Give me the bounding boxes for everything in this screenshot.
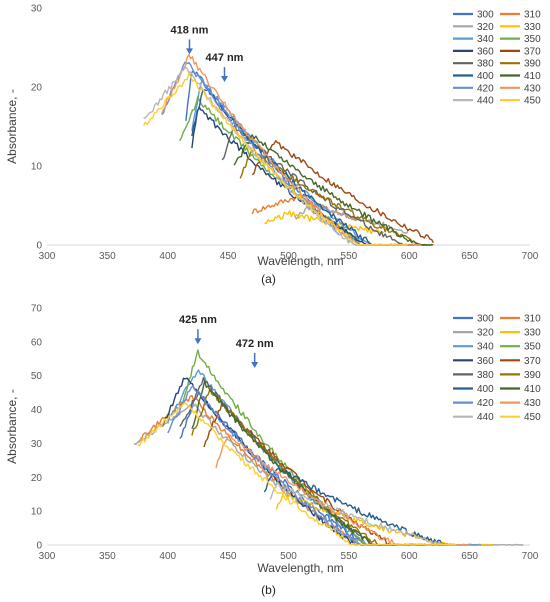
series-line-440-p0 bbox=[143, 66, 409, 246]
x-tick-label-p0: 600 bbox=[401, 251, 418, 262]
legend-label-340-p0: 340 bbox=[477, 34, 494, 45]
annotation-arrowhead-2-p0 bbox=[221, 76, 229, 83]
series-line-370-p0 bbox=[251, 139, 435, 243]
x-tick-label-p1: 700 bbox=[522, 551, 539, 562]
y-tick-label-p1: 10 bbox=[31, 507, 43, 518]
annotation-arrowhead-2-p1 bbox=[251, 361, 259, 368]
legend-label-380-p1: 380 bbox=[477, 370, 494, 381]
y-tick-label-p1: 70 bbox=[31, 304, 43, 315]
x-tick-label-p1: 400 bbox=[159, 551, 176, 562]
x-tick-label-p1: 450 bbox=[220, 551, 237, 562]
legend-label-440-p1: 440 bbox=[477, 412, 494, 423]
series-line-360-p0 bbox=[191, 106, 410, 246]
y-tick-label-p0: 20 bbox=[31, 83, 43, 94]
x-tick-label-p0: 300 bbox=[39, 251, 56, 262]
legend-label-410-p0: 410 bbox=[524, 71, 541, 82]
series-line-400-p1 bbox=[263, 467, 457, 546]
legend-label-430-p0: 430 bbox=[524, 83, 541, 94]
y-tick-label-p1: 30 bbox=[31, 439, 43, 450]
x-tick-label-p1: 300 bbox=[39, 551, 56, 562]
series-line-350-p1 bbox=[179, 349, 445, 546]
legend-label-340-p1: 340 bbox=[477, 342, 494, 353]
legend-label-400-p1: 400 bbox=[477, 384, 494, 395]
legend-label-390-p1: 390 bbox=[524, 370, 541, 381]
x-tick-label-p0: 450 bbox=[220, 251, 237, 262]
x-axis-title-p1: Wavelength, nm bbox=[257, 561, 343, 575]
legend-label-330-p0: 330 bbox=[524, 22, 541, 33]
y-tick-label-p1: 50 bbox=[31, 371, 43, 382]
peak-annotation-2-p0: 447 nm bbox=[206, 52, 244, 64]
legend-label-400-p0: 400 bbox=[477, 71, 494, 82]
legend-label-350-p0: 350 bbox=[524, 34, 541, 45]
y-tick-label-p0: 30 bbox=[31, 4, 43, 15]
legend-label-300-p0: 300 bbox=[477, 10, 494, 21]
annotation-arrowhead-1-p1 bbox=[194, 338, 202, 345]
x-axis-title-p0: Wavelength, nm bbox=[257, 254, 343, 268]
series-line-450-p0 bbox=[142, 72, 409, 246]
series-line-350-p0 bbox=[179, 95, 421, 246]
x-tick-label-p1: 500 bbox=[280, 551, 297, 562]
y-tick-label-p1: 0 bbox=[36, 541, 42, 552]
legend-label-350-p1: 350 bbox=[524, 342, 541, 353]
x-tick-label-p1: 550 bbox=[341, 551, 358, 562]
x-tick-label-p1: 350 bbox=[99, 551, 116, 562]
x-tick-label-p1: 600 bbox=[401, 551, 418, 562]
legend-label-330-p1: 330 bbox=[524, 328, 541, 339]
legend-label-410-p1: 410 bbox=[524, 384, 541, 395]
series-line-450-p1 bbox=[137, 402, 457, 546]
x-tick-label-p0: 650 bbox=[461, 251, 478, 262]
legend-label-440-p0: 440 bbox=[477, 96, 494, 107]
x-tick-label-p0: 550 bbox=[341, 251, 358, 262]
legend-label-450-p0: 450 bbox=[524, 96, 541, 107]
x-tick-label-p0: 400 bbox=[159, 251, 176, 262]
peak-annotation-1-p0: 418 nm bbox=[171, 24, 209, 36]
legend-label-360-p0: 360 bbox=[477, 46, 494, 57]
y-tick-label-p1: 40 bbox=[31, 405, 43, 416]
legend-label-420-p0: 420 bbox=[477, 83, 494, 94]
y-tick-label-p0: 10 bbox=[31, 162, 43, 173]
peak-annotation-1-p1: 425 nm bbox=[179, 314, 217, 326]
legend-label-320-p1: 320 bbox=[477, 328, 494, 339]
series-line-370-p1 bbox=[203, 401, 458, 546]
annotation-arrowhead-1-p0 bbox=[185, 48, 193, 55]
series-line-400-p0 bbox=[191, 88, 415, 246]
x-tick-label-p0: 350 bbox=[99, 251, 116, 262]
y-tick-label-p1: 60 bbox=[31, 337, 43, 348]
panel-label-p0: (a) bbox=[261, 272, 276, 286]
panel-label-p1: (b) bbox=[261, 583, 276, 597]
y-tick-label-p0: 0 bbox=[36, 241, 42, 252]
chart-panel-b: 300 350 400 450 500 550 600 650 700 0 10 20 30 40 50 60… bbox=[5, 304, 541, 598]
legend-label-360-p1: 360 bbox=[477, 356, 494, 367]
x-tick-label-p0: 500 bbox=[280, 251, 297, 262]
y-axis-title-p0: Absorbance, - bbox=[5, 89, 19, 164]
legend-label-430-p1: 430 bbox=[524, 398, 541, 409]
series-line-390-p1 bbox=[191, 388, 457, 546]
legend-label-370-p0: 370 bbox=[524, 46, 541, 57]
legend-label-450-p1: 450 bbox=[524, 412, 541, 423]
chart-panel-a: 300 350 400 450 500 550 600 650 700 0 10 20 30 Wavele… bbox=[5, 4, 541, 287]
y-axis-title-p1: Absorbance, - bbox=[5, 389, 19, 464]
series-line-320-p1 bbox=[133, 403, 524, 546]
series-line-440-p1 bbox=[269, 481, 458, 546]
x-tick-label-p0: 700 bbox=[522, 251, 539, 262]
legend-label-300-p1: 300 bbox=[477, 314, 494, 325]
legend-label-370-p1: 370 bbox=[524, 356, 541, 367]
x-tick-label-p1: 650 bbox=[461, 551, 478, 562]
series-line-360-p1 bbox=[161, 377, 434, 546]
series-line-410-p0 bbox=[233, 134, 434, 246]
legend-label-310-p1: 310 bbox=[524, 314, 541, 325]
legend-label-390-p0: 390 bbox=[524, 59, 541, 70]
legend-label-420-p1: 420 bbox=[477, 398, 494, 409]
legend-label-380-p0: 380 bbox=[477, 59, 494, 70]
legend-label-320-p0: 320 bbox=[477, 22, 494, 33]
legend-label-310-p0: 310 bbox=[524, 10, 541, 21]
peak-annotation-2-p1: 472 nm bbox=[236, 338, 274, 350]
y-tick-label-p1: 20 bbox=[31, 473, 43, 484]
series-line-430-p1 bbox=[215, 434, 470, 546]
